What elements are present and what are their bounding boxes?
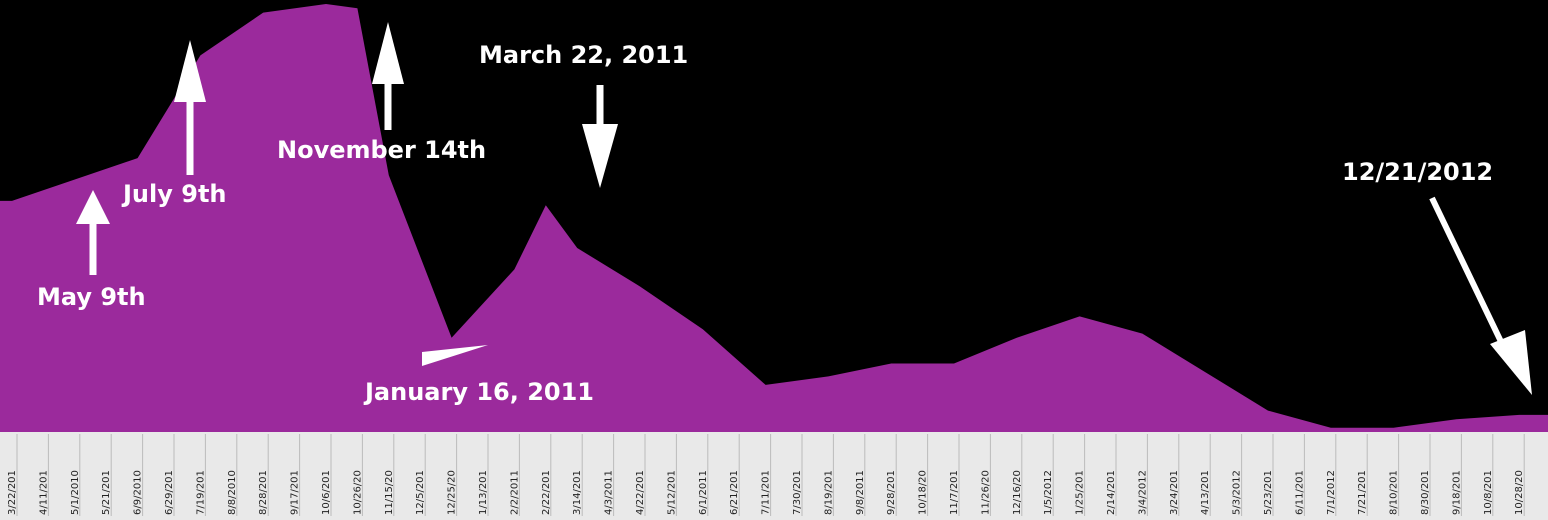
x-tick-label: 12/16/20 [1012, 470, 1023, 515]
x-tick-label: 10/18/20 [918, 470, 929, 515]
x-tick-label: 2/22/201 [541, 470, 552, 515]
x-tick-label: 4/11/201 [38, 470, 49, 515]
x-tick-label: 2/2/2011 [509, 470, 520, 515]
x-tick-label: 10/6/201 [321, 470, 332, 515]
x-tick-label: 7/1/2012 [1326, 470, 1337, 515]
x-tick-label: 7/19/201 [195, 470, 206, 515]
x-tick-label: 4/13/201 [1200, 470, 1211, 515]
dec-21-2012-arrow [1429, 196, 1532, 395]
x-tick-label: 7/21/201 [1357, 470, 1368, 515]
x-tick-label: 1/25/201 [1075, 470, 1086, 515]
x-tick-label: 5/3/2012 [1232, 470, 1243, 515]
x-tick-label: 6/11/201 [1294, 470, 1305, 515]
x-tick-label: 6/9/2010 [133, 470, 144, 515]
x-axis-ticks: 3/22/201 4/11/201 5/1/2010 5/21/201 6/9/2010… [7, 434, 1525, 516]
annotation-november-14th: November 14th [277, 136, 486, 164]
x-tick-label: 9/17/201 [290, 470, 301, 515]
x-tick-label: 8/28/201 [258, 470, 269, 515]
x-tick-label: 11/15/20 [384, 470, 395, 515]
axis-strip [0, 432, 1548, 520]
x-tick-label: 3/22/201 [7, 470, 18, 515]
x-tick-label: 4/3/2011 [604, 470, 615, 515]
x-tick-label: 10/8/201 [1483, 470, 1494, 515]
x-tick-label: 3/14/201 [572, 470, 583, 515]
x-tick-label: 8/10/201 [1389, 470, 1400, 515]
x-tick-label: 11/26/20 [980, 470, 991, 515]
annotation-labels: May 9th July 9th November 14th January 1… [37, 41, 1493, 406]
x-tick-label: 5/1/2010 [70, 470, 81, 515]
march-22-arrow [582, 85, 618, 188]
x-tick-label: 6/21/201 [729, 470, 740, 515]
x-tick-label: 8/8/2010 [227, 470, 238, 515]
x-tick-label: 8/19/201 [823, 470, 834, 515]
x-tick-label: 10/26/20 [352, 470, 363, 515]
x-tick-label: 6/29/201 [164, 470, 175, 515]
x-tick-label: 1/5/2012 [1043, 470, 1054, 515]
annotation-march-22-2011: March 22, 2011 [479, 41, 688, 69]
x-tick-label: 5/12/201 [666, 470, 677, 515]
annotation-arrows [76, 22, 1532, 395]
x-tick-label: 9/8/2011 [855, 470, 866, 515]
x-tick-label: 11/7/201 [949, 470, 960, 515]
january-16-arrow [422, 345, 488, 366]
x-tick-label: 5/21/201 [101, 470, 112, 515]
x-tick-label: 1/13/201 [478, 470, 489, 515]
x-tick-label: 6/1/2011 [698, 470, 709, 515]
x-tick-label: 5/23/201 [1263, 470, 1274, 515]
x-tick-label: 7/30/201 [792, 470, 803, 515]
july-9th-arrow [174, 40, 206, 175]
area-series [0, 4, 1548, 432]
x-tick-label: 12/5/201 [415, 470, 426, 515]
x-tick-label: 9/18/201 [1451, 470, 1462, 515]
x-tick-label: 3/24/201 [1169, 470, 1180, 515]
annotation-dec-21-2012: 12/21/2012 [1342, 158, 1493, 186]
november-14th-arrow [372, 22, 404, 130]
x-tick-label: 2/14/201 [1106, 470, 1117, 515]
may-9th-arrow [76, 190, 110, 275]
x-tick-label: 3/4/2012 [1137, 470, 1148, 515]
x-tick-label: 12/25/20 [447, 470, 458, 515]
annotation-may-9th: May 9th [37, 283, 146, 311]
x-tick-label: 9/28/201 [886, 470, 897, 515]
x-tick-label: 7/11/201 [761, 470, 772, 515]
x-tick-label: 10/28/20 [1514, 470, 1525, 515]
x-tick-label: 8/30/201 [1420, 470, 1431, 515]
annotation-july-9th: July 9th [121, 180, 227, 208]
x-tick-label: 4/22/201 [635, 470, 646, 515]
annotation-january-16-2011: January 16, 2011 [363, 378, 594, 406]
